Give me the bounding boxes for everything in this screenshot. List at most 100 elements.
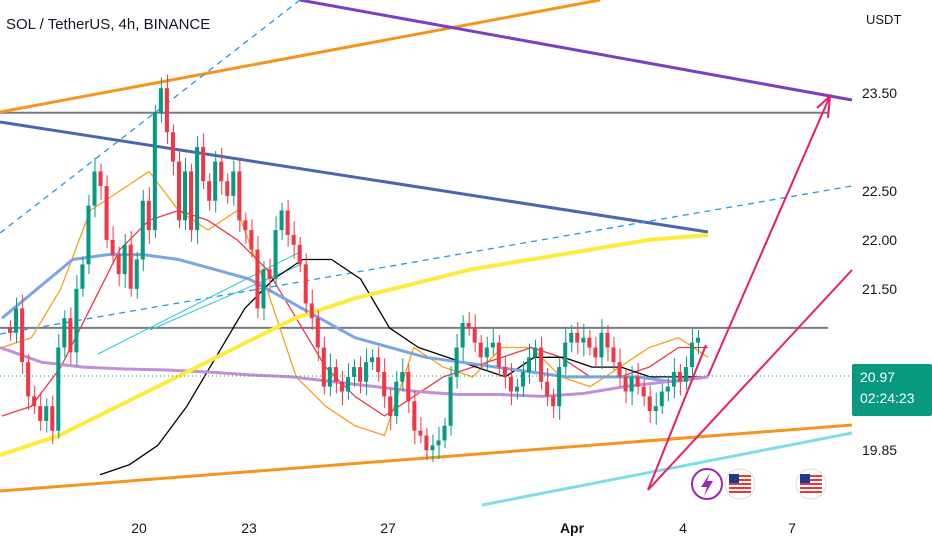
candle-body — [575, 332, 580, 343]
flag-stripe — [729, 487, 751, 489]
candle-body — [502, 367, 507, 377]
candle-body — [563, 342, 568, 368]
triangle-right-line — [647, 269, 853, 491]
candle-body — [315, 318, 320, 348]
us-flag-icon — [724, 468, 756, 500]
orange-channel-top — [0, 0, 601, 114]
candle-body — [249, 230, 254, 250]
lightning-icon — [691, 468, 723, 500]
candle-body — [539, 347, 544, 382]
candle-body — [176, 161, 182, 221]
moving-average-line — [99, 258, 708, 476]
flag-stripe — [800, 483, 822, 485]
candle-body — [237, 171, 242, 221]
x-tick-label: Apr — [560, 520, 585, 536]
candle-body — [406, 371, 411, 402]
candle-body — [92, 171, 97, 206]
candle-body — [291, 234, 296, 245]
candle-body — [333, 367, 338, 382]
candle-body — [358, 367, 363, 382]
candle-body — [454, 347, 459, 377]
candle-body — [68, 318, 73, 353]
candle-body — [20, 308, 25, 363]
flag-stripe — [729, 479, 751, 481]
candle-body — [376, 357, 381, 372]
candle-body — [599, 332, 604, 358]
flag-canton — [729, 474, 739, 483]
candle-body — [74, 288, 79, 353]
bar-countdown: 02:24:23 — [860, 390, 915, 406]
candle-body — [466, 323, 471, 328]
drawings-layer — [0, 0, 853, 507]
candle-body — [545, 381, 550, 397]
chart-title: SOL / TetherUS, 4h, BINANCE — [6, 16, 211, 33]
candle-body — [201, 146, 206, 182]
candle-body — [56, 347, 61, 431]
y-tick-label: 21.50 — [862, 281, 897, 297]
forecast-arrow-line — [707, 95, 831, 377]
candle-body — [26, 362, 31, 397]
candle-body — [484, 347, 489, 358]
candle-body — [593, 347, 598, 358]
candle-body — [80, 264, 85, 289]
candle-body — [412, 401, 417, 431]
flag-stripe — [800, 491, 822, 493]
candle-body — [659, 391, 664, 407]
candle-body — [8, 327, 13, 333]
candle-body — [345, 376, 350, 392]
candle-body — [430, 445, 435, 451]
candle-body — [514, 386, 519, 392]
candle-body — [164, 88, 169, 133]
candle-body — [569, 332, 574, 343]
event-icons[interactable] — [691, 468, 827, 500]
dashed-channel-line-upper — [0, 0, 301, 234]
candle-body — [382, 371, 387, 397]
candle-body — [183, 171, 188, 221]
last-price-value: 20.97 — [860, 369, 896, 385]
candle-body — [327, 367, 332, 387]
y-tick-label: 22.00 — [862, 232, 897, 248]
candle-body — [526, 357, 532, 372]
candle-body — [243, 220, 248, 231]
candle-body — [617, 362, 622, 377]
candle-body — [370, 357, 375, 363]
x-tick-label: 20 — [131, 520, 147, 536]
candle-body — [629, 376, 634, 392]
flag-stripe — [800, 487, 822, 489]
candle-body — [695, 337, 700, 343]
candle-body — [170, 132, 175, 162]
candle-body — [62, 318, 67, 348]
annotation-layer — [0, 93, 853, 491]
candle-body — [44, 406, 49, 421]
candle-body — [647, 396, 652, 412]
candle-body — [533, 347, 538, 358]
candle-body — [490, 342, 495, 348]
candle-body — [303, 264, 308, 304]
candle-body — [116, 254, 121, 275]
candle-body — [478, 342, 483, 358]
candle-body — [520, 371, 525, 387]
flag-stripe — [800, 475, 822, 477]
candle-body — [32, 396, 37, 407]
blue-descending-line — [0, 120, 709, 234]
candle-body — [436, 440, 441, 446]
candle-body — [587, 337, 592, 348]
candle-body — [122, 244, 127, 275]
purple-resistance-line — [299, 0, 853, 102]
x-tick-label: 27 — [380, 520, 396, 536]
currency-label: USDT — [866, 12, 902, 27]
candle-body — [677, 371, 682, 382]
forecast-arrowhead — [816, 93, 832, 119]
candle-body — [551, 396, 556, 407]
candle-body — [14, 308, 19, 333]
candle-body — [261, 269, 266, 309]
candle-body — [671, 371, 676, 387]
candle-body — [400, 371, 405, 382]
candle-body — [273, 230, 278, 280]
axes: 202327Apr4723.5022.5022.0021.5020.3019.8… — [131, 85, 897, 536]
candle-body — [255, 249, 260, 309]
candle-body — [581, 337, 586, 343]
candle-body — [689, 342, 694, 368]
